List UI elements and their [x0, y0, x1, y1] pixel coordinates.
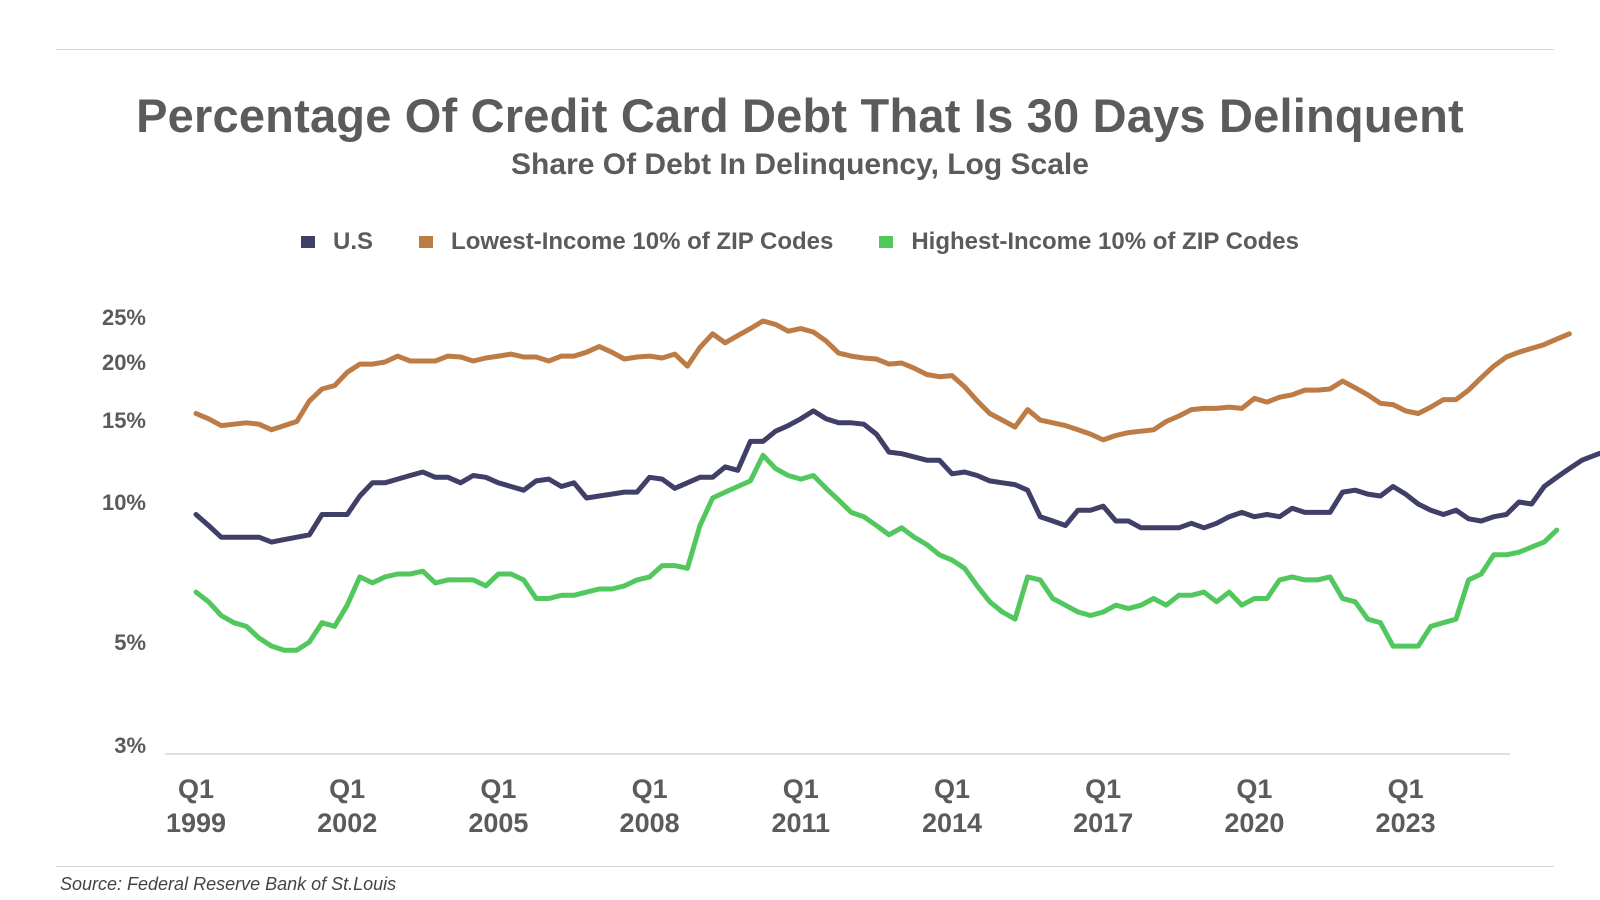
y-tick-label: 25%: [102, 305, 146, 330]
legend-swatch-lowest-income: [419, 236, 434, 248]
x-tick-year-label: 2020: [1224, 808, 1284, 838]
x-tick-quarter-label: Q1: [934, 774, 970, 804]
series-line-lowest-income: [193, 318, 1572, 443]
y-tick-label: 15%: [102, 408, 146, 433]
source-note: Source: Federal Reserve Bank of St.Louis: [60, 874, 397, 894]
x-tick-quarter-label: Q1: [480, 774, 516, 804]
x-tick-year-label: 2023: [1376, 808, 1436, 838]
x-tick-quarter-label: Q1: [1085, 774, 1121, 804]
y-tick-label: 10%: [102, 490, 146, 515]
chart-subtitle: Share Of Debt In Delinquency, Log Scale: [511, 148, 1089, 181]
legend-item-us: U.S: [301, 228, 373, 256]
x-tick-quarter-label: Q1: [783, 774, 819, 804]
bottom-divider: [56, 866, 1554, 867]
chart-title: Percentage Of Credit Card Debt That Is 3…: [136, 89, 1464, 142]
x-tick-year-label: 2002: [317, 808, 377, 838]
x-tick-year-label: 2017: [1073, 808, 1133, 838]
legend-label-highest-income: Highest-Income 10% of ZIP Codes: [911, 228, 1299, 255]
y-tick-label: 20%: [102, 350, 146, 375]
x-tick-year-label: 2005: [468, 808, 528, 838]
y-axis-ticks: 25% 20% 15% 10% 5% 3%: [102, 305, 146, 758]
x-tick-year-label: 2011: [772, 808, 831, 838]
legend-item-lowest-income: Lowest-Income 10% of ZIP Codes: [419, 228, 833, 256]
y-tick-label: 3%: [114, 733, 146, 758]
x-tick-quarter-label: Q1: [632, 774, 668, 804]
x-tick-quarter-label: Q1: [329, 774, 365, 804]
series-lines: [193, 318, 1600, 653]
legend: U.S Lowest-Income 10% of ZIP Codes Highe…: [0, 228, 1600, 256]
series-line-us: [193, 408, 1600, 545]
series-line-highest-income: [193, 452, 1560, 653]
legend-swatch-highest-income: [879, 236, 894, 248]
top-divider: [56, 49, 1554, 50]
legend-label-us: U.S: [333, 228, 374, 255]
x-tick-year-label: 1999: [166, 808, 226, 838]
x-axis-ticks: Q1 1999 Q1 2002 Q1 2005 Q1 2008 Q1 2011 Q1 2014 Q1 20…: [166, 774, 1436, 838]
y-tick-label: 5%: [114, 630, 146, 655]
legend-label-lowest-income: Lowest-Income 10% of ZIP Codes: [451, 228, 834, 255]
x-tick-year-label: 2014: [922, 808, 982, 838]
legend-item-highest-income: Highest-Income 10% of ZIP Codes: [879, 228, 1299, 256]
legend-swatch-us: [301, 236, 316, 248]
x-tick-quarter-label: Q1: [178, 774, 214, 804]
x-tick-quarter-label: Q1: [1388, 774, 1424, 804]
x-tick-quarter-label: Q1: [1236, 774, 1272, 804]
x-tick-year-label: 2008: [620, 808, 680, 838]
